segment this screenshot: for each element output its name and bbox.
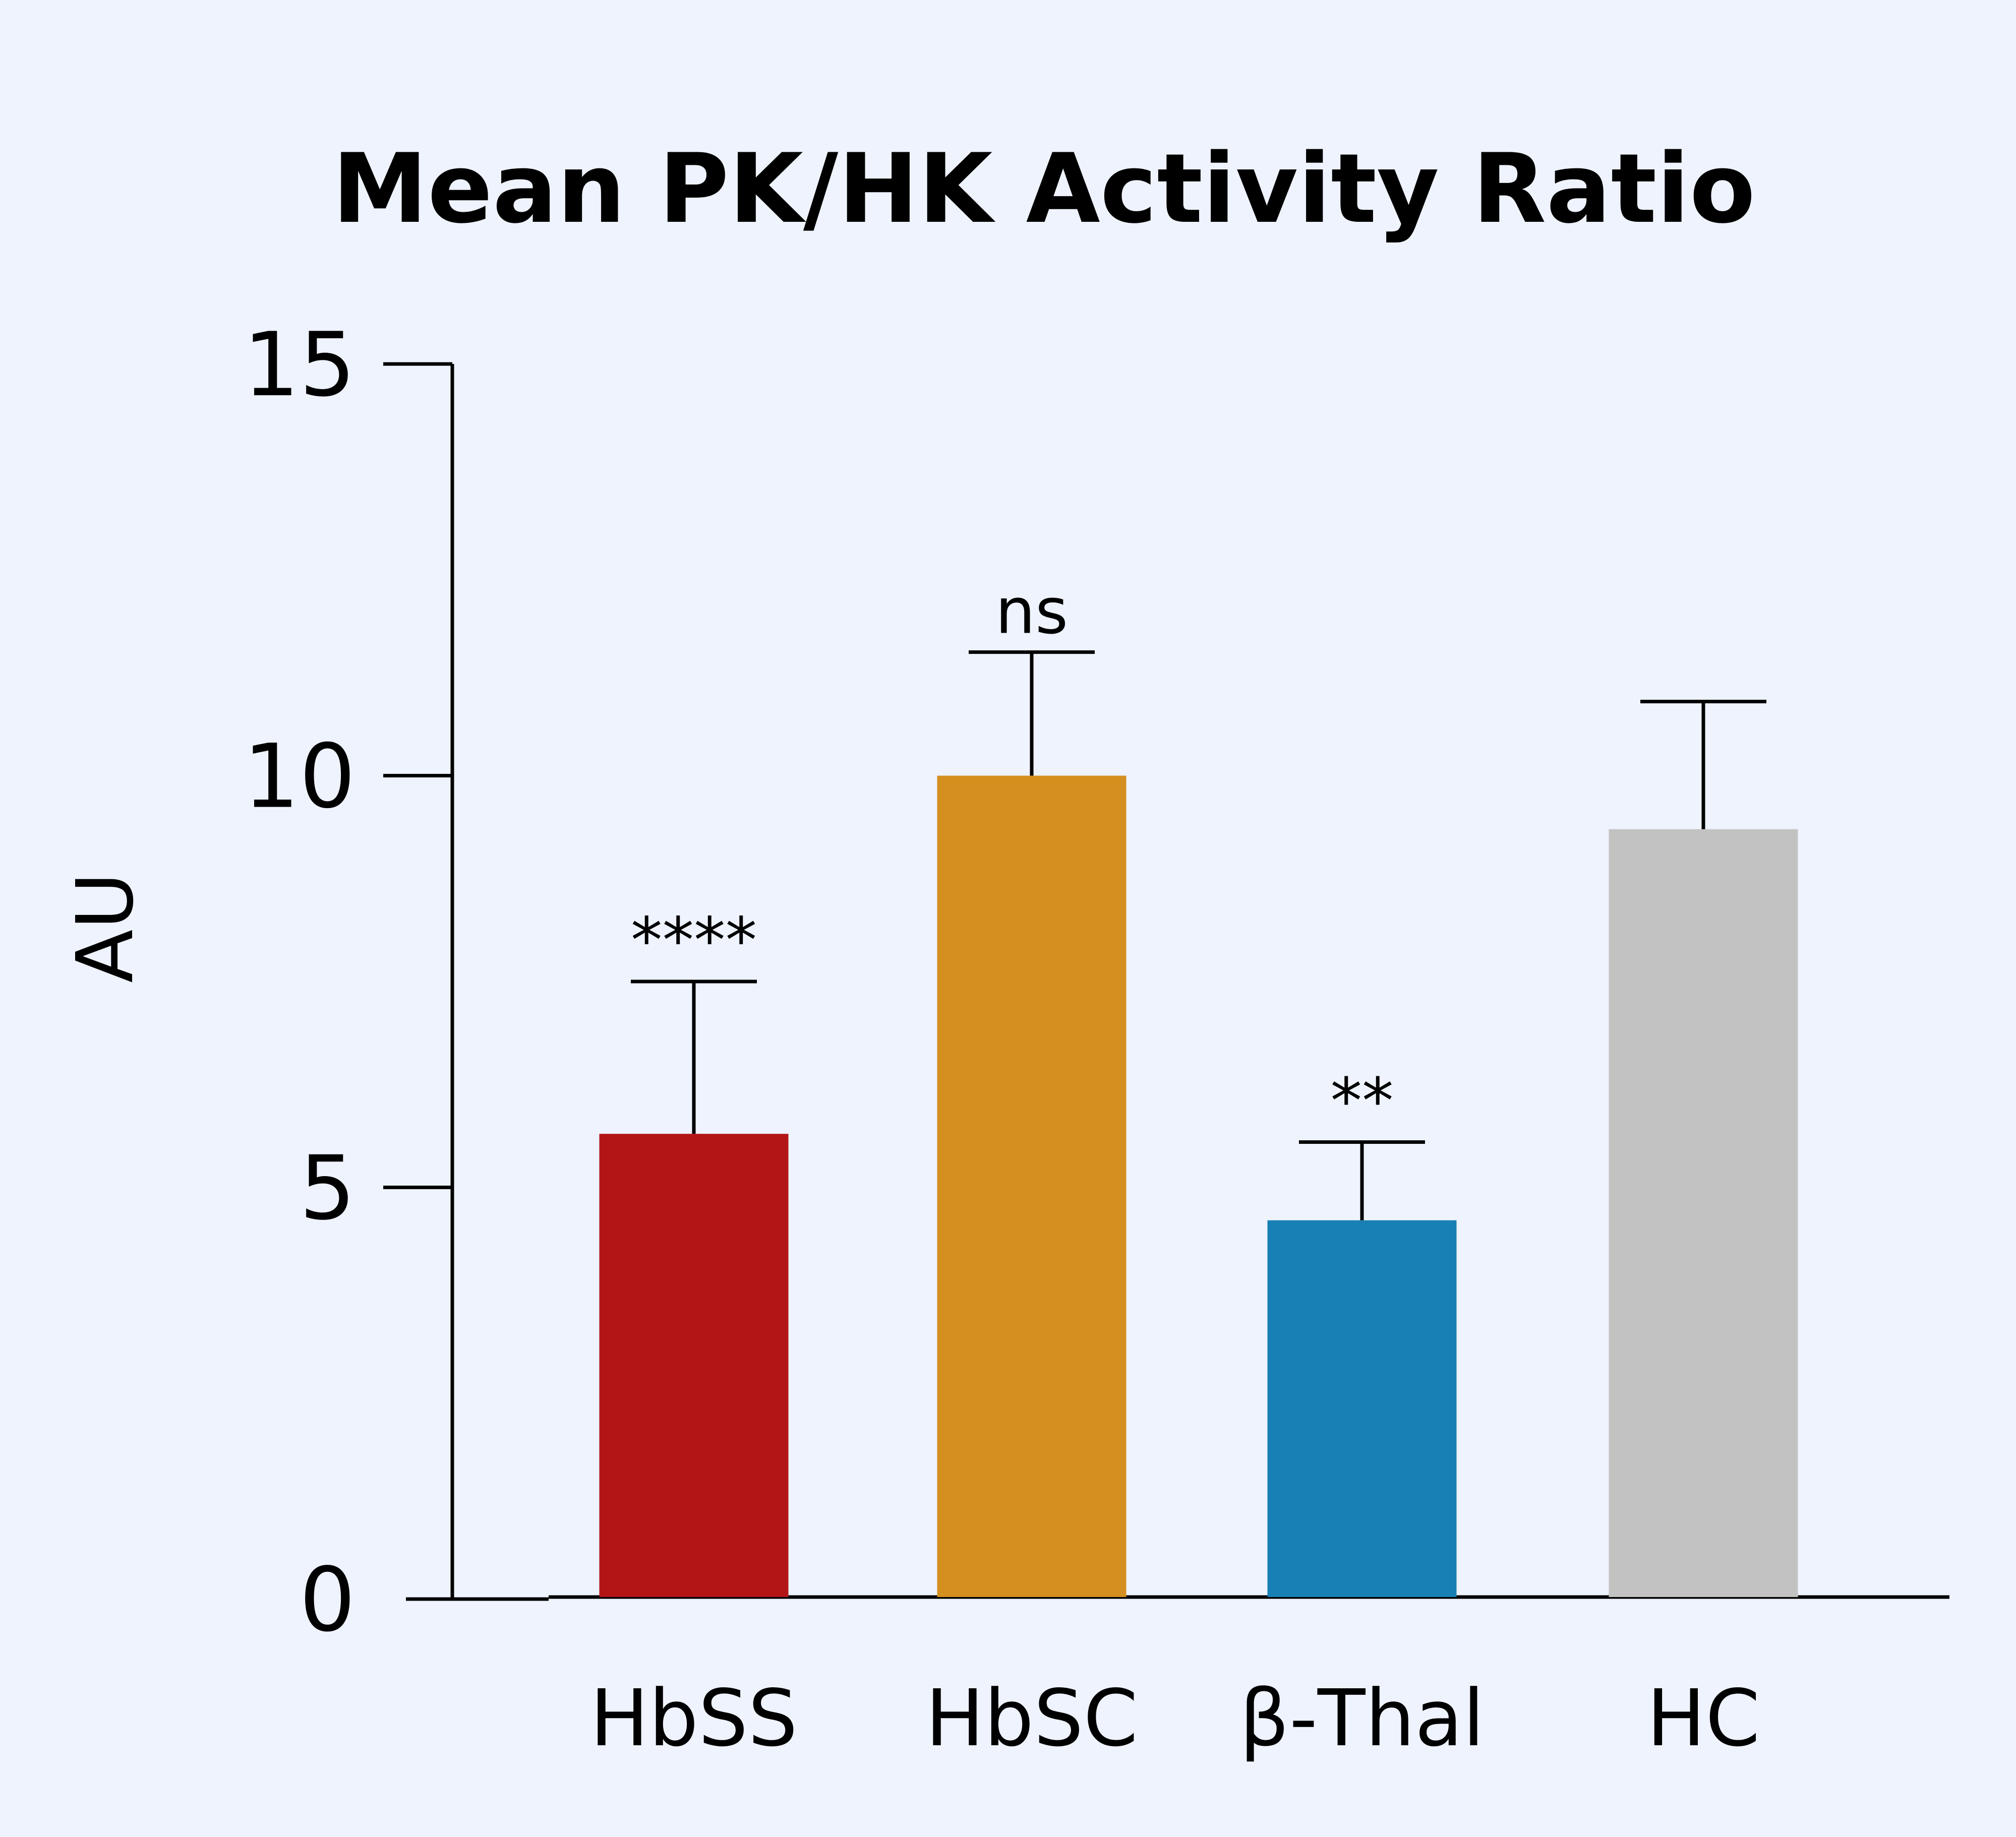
x-tick-label: HbSS	[590, 1673, 798, 1764]
x-tick-label: HbSC	[925, 1673, 1138, 1764]
y-tick-label: 5	[300, 1137, 355, 1240]
bar	[599, 1134, 789, 1597]
error-bars	[631, 650, 1766, 1220]
bars	[599, 775, 1798, 1597]
bar	[1267, 1220, 1457, 1597]
significance-label: ****	[631, 904, 757, 977]
significance-label: **	[1331, 1065, 1394, 1138]
labels: 0 5 10 15 **** HbSS ns HbSC ** β-Thal HC	[243, 314, 1760, 1764]
y-tick-label: 0	[300, 1549, 355, 1651]
x-tick-label: HC	[1647, 1673, 1760, 1764]
bar	[937, 775, 1126, 1597]
y-tick-label: 10	[243, 726, 355, 828]
y-tick-label: 15	[243, 314, 355, 416]
chart-title: Mean PK/HK Activity Ratio	[332, 133, 1755, 244]
bar	[1609, 829, 1798, 1597]
significance-label: ns	[995, 575, 1068, 648]
x-tick-label: β-Thal	[1239, 1673, 1485, 1764]
y-axis-label: AU	[60, 872, 151, 983]
